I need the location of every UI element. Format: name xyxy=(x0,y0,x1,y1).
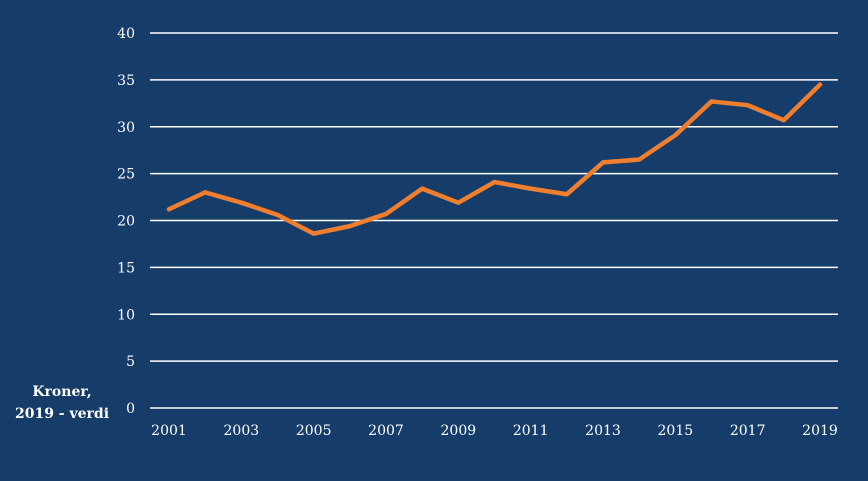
x-tick-label: 2001 xyxy=(151,423,187,439)
gridlines xyxy=(150,32,838,409)
x-tick-label: 2017 xyxy=(730,423,766,439)
y-tick-label: 35 xyxy=(117,73,135,89)
y-tick-label: 20 xyxy=(117,214,135,230)
x-tick-label: 2013 xyxy=(585,423,621,439)
y-tick-label: 40 xyxy=(117,26,135,42)
x-tick-label: 2009 xyxy=(441,423,477,439)
y-tick-label: 5 xyxy=(126,354,135,370)
y-axis-ticks: 0 5 10 15 20 25 30 35 40 xyxy=(117,26,135,417)
y-axis-label-line-2: 2019 - verdi xyxy=(15,406,109,422)
y-tick-label: 25 xyxy=(117,167,135,183)
x-axis-ticks: 2001 2003 2005 2007 2009 2011 2013 2015 2017 2019 xyxy=(151,423,838,439)
y-axis-label-line-1: Kroner, xyxy=(32,384,91,400)
x-tick-label: 2011 xyxy=(513,423,549,439)
y-tick-label: 15 xyxy=(117,260,135,276)
y-tick-label: 10 xyxy=(117,307,135,323)
x-tick-label: 2019 xyxy=(802,423,838,439)
x-tick-label: 2005 xyxy=(296,423,332,439)
x-tick-label: 2007 xyxy=(368,423,404,439)
y-tick-label: 30 xyxy=(117,120,135,136)
series-group xyxy=(166,82,823,236)
x-tick-label: 2003 xyxy=(224,423,260,439)
x-tick-label: 2015 xyxy=(658,423,694,439)
y-tick-label: 0 xyxy=(126,401,135,417)
